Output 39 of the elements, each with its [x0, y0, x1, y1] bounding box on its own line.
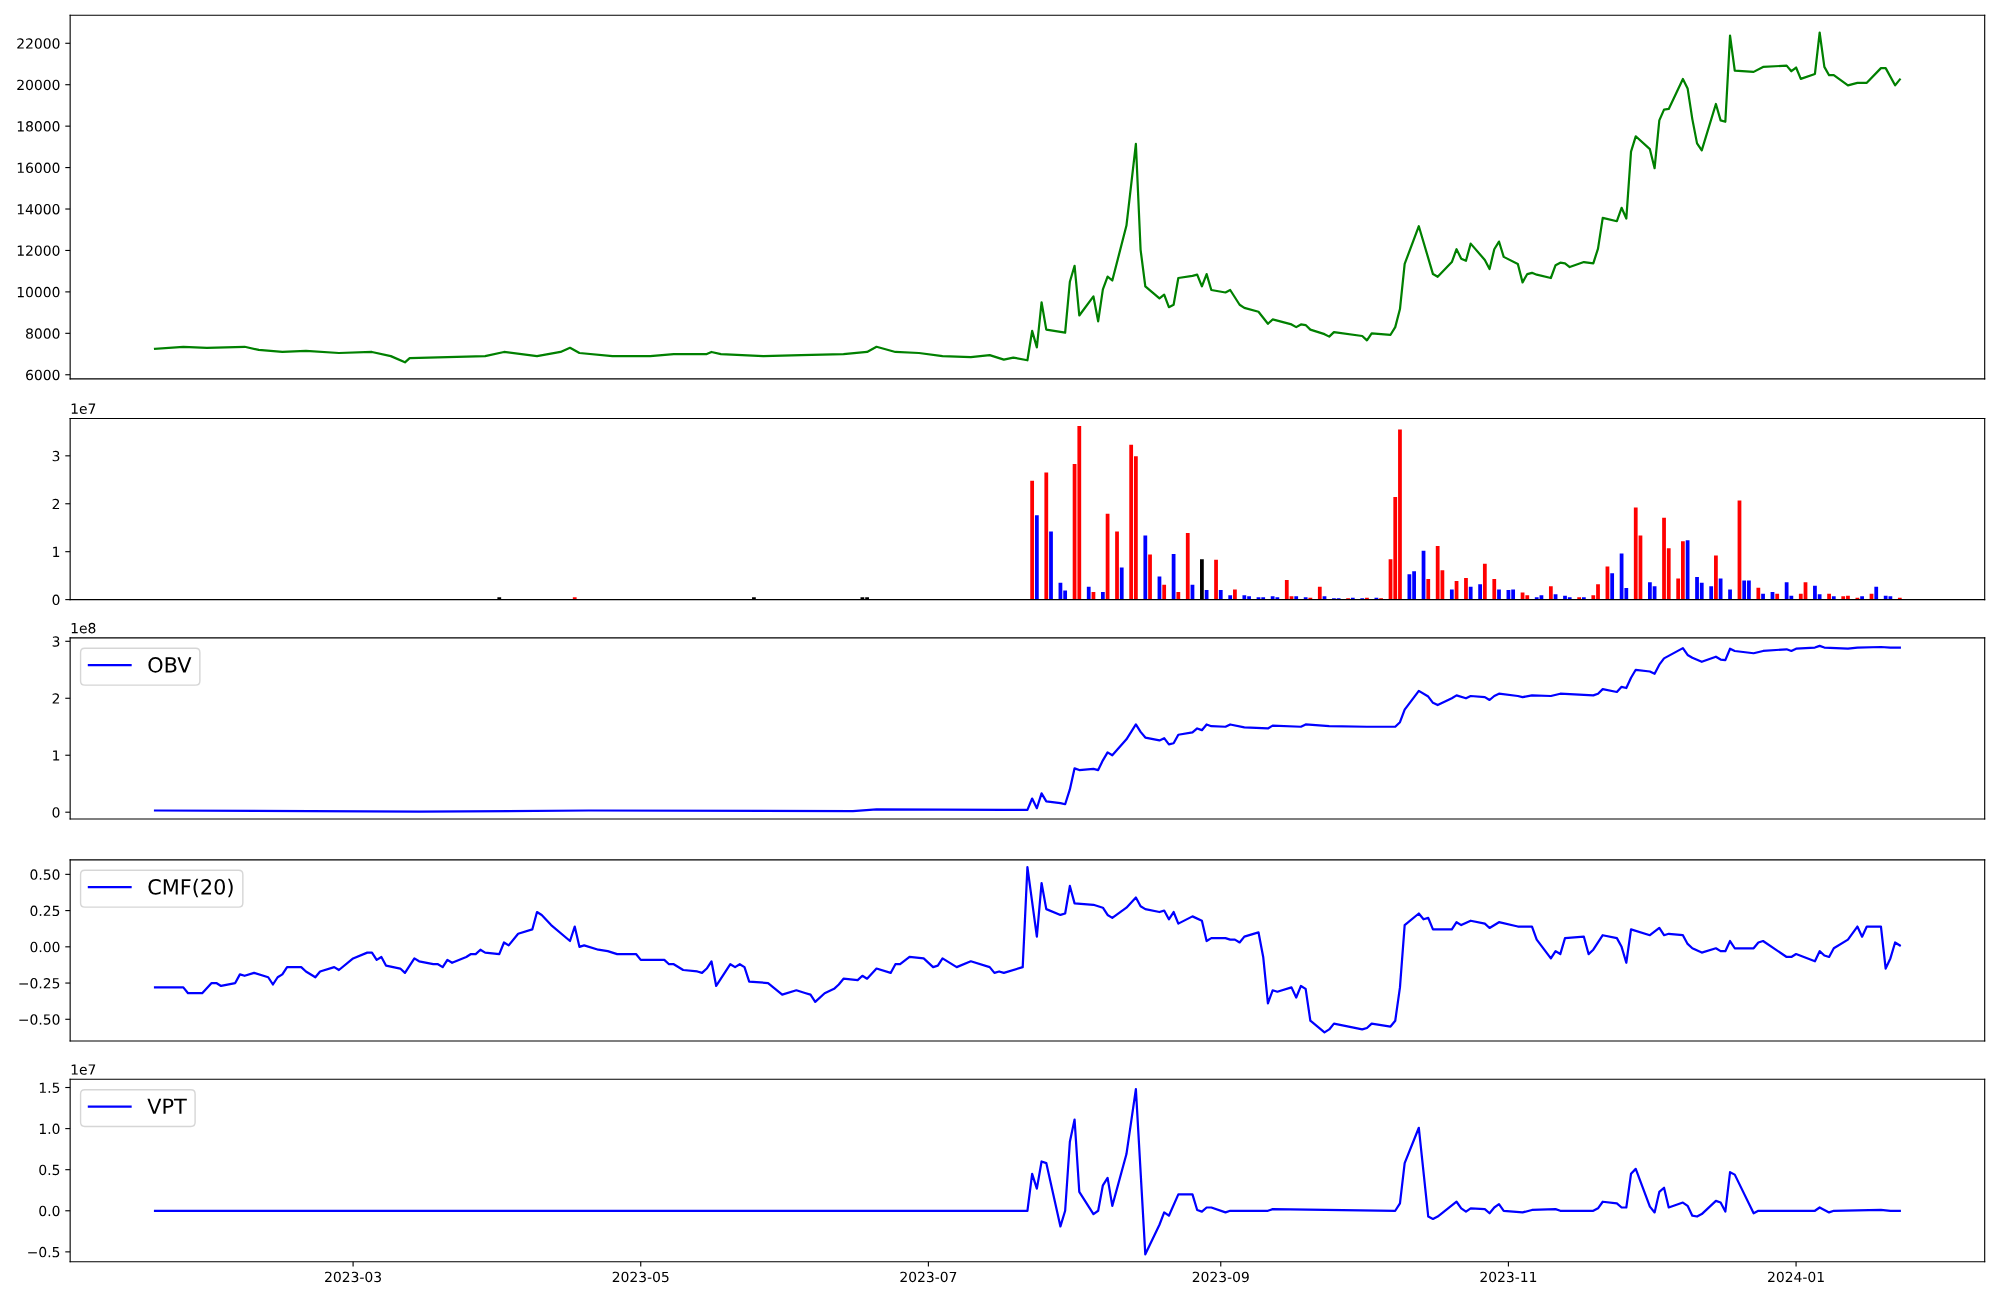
y-tick-label: 2 [52, 498, 60, 510]
y-tick-label: −0.25 [19, 978, 60, 989]
legend-label: CMF(20) [148, 878, 233, 898]
y-tick-label: 10000 [17, 286, 60, 298]
y-tick-label: 16000 [17, 162, 60, 174]
y-tick-label: 3 [52, 636, 60, 647]
y-tick-label: 1.0 [39, 1123, 60, 1135]
x-tick-label: 2023-05 [612, 1271, 669, 1283]
x-tick-label: 2023-07 [900, 1271, 957, 1283]
y-tick-label: 0 [52, 807, 60, 818]
legend-label: OBV [148, 657, 192, 673]
y-tick-label: 20000 [17, 79, 60, 91]
y-tick-label: 0.25 [30, 905, 60, 917]
y-tick-label: 14000 [17, 203, 60, 215]
text: 1e8 [71, 622, 96, 634]
y-tick-label: 0.0 [39, 1205, 60, 1217]
y-tick-label: 1.5 [39, 1082, 60, 1093]
y-tick-label: 8000 [26, 328, 60, 339]
y-tick-label: 6000 [26, 369, 60, 381]
y-tick-label: 0.00 [30, 941, 60, 953]
text: 1e7 [71, 403, 96, 414]
y-tick-label: −0.50 [19, 1014, 60, 1025]
y-tick-label: 12000 [17, 245, 60, 256]
x-tick-label: 2023-03 [325, 1271, 381, 1283]
y-tick-label: 1 [53, 546, 60, 557]
y-tick-label: 0.5 [39, 1164, 60, 1176]
y-tick-label: 18000 [17, 121, 60, 132]
y-tick-label: 3 [52, 450, 60, 462]
legend-label: VPT [147, 1098, 187, 1114]
x-tick-label: 2023-11 [1480, 1271, 1537, 1283]
y-tick-label: −0.5 [28, 1246, 60, 1258]
x-tick-label: 2024-01 [1768, 1271, 1824, 1283]
y-tick-label: 0 [52, 594, 60, 606]
x-tick-label: 2023-09 [1192, 1271, 1249, 1283]
y-tick-label: 22000 [17, 38, 60, 49]
y-tick-label: 0.50 [30, 869, 60, 880]
text: 1e7 [71, 1064, 96, 1075]
y-tick-label: 1 [53, 750, 60, 761]
y-tick-label: 2 [52, 693, 60, 704]
